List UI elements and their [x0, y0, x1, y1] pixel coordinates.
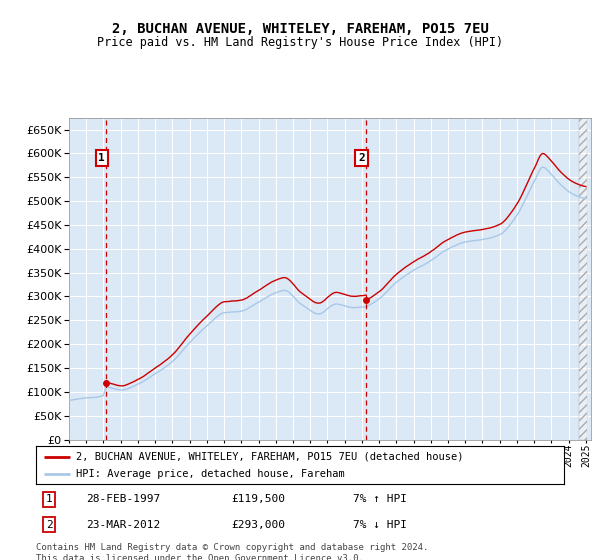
Bar	[578, 118, 587, 440]
Text: Price paid vs. HM Land Registry's House Price Index (HPI): Price paid vs. HM Land Registry's House …	[97, 36, 503, 49]
Text: HPI: Average price, detached house, Fareham: HPI: Average price, detached house, Fare…	[76, 469, 344, 479]
Text: 2, BUCHAN AVENUE, WHITELEY, FAREHAM, PO15 7EU: 2, BUCHAN AVENUE, WHITELEY, FAREHAM, PO1…	[112, 22, 488, 36]
Text: 2: 2	[46, 520, 53, 530]
Text: 1: 1	[46, 494, 53, 505]
Text: Contains HM Land Registry data © Crown copyright and database right 2024.
This d: Contains HM Land Registry data © Crown c…	[36, 543, 428, 560]
Text: 2, BUCHAN AVENUE, WHITELEY, FAREHAM, PO15 7EU (detached house): 2, BUCHAN AVENUE, WHITELEY, FAREHAM, PO1…	[76, 451, 463, 461]
Bar	[578, 118, 587, 440]
Text: £119,500: £119,500	[232, 494, 286, 505]
Text: 7% ↑ HPI: 7% ↑ HPI	[353, 494, 407, 505]
Text: 28-FEB-1997: 28-FEB-1997	[86, 494, 160, 505]
Text: 1: 1	[98, 153, 105, 163]
Text: 7% ↓ HPI: 7% ↓ HPI	[353, 520, 407, 530]
Text: 2: 2	[358, 153, 365, 163]
Text: £293,000: £293,000	[232, 520, 286, 530]
Text: 23-MAR-2012: 23-MAR-2012	[86, 520, 160, 530]
